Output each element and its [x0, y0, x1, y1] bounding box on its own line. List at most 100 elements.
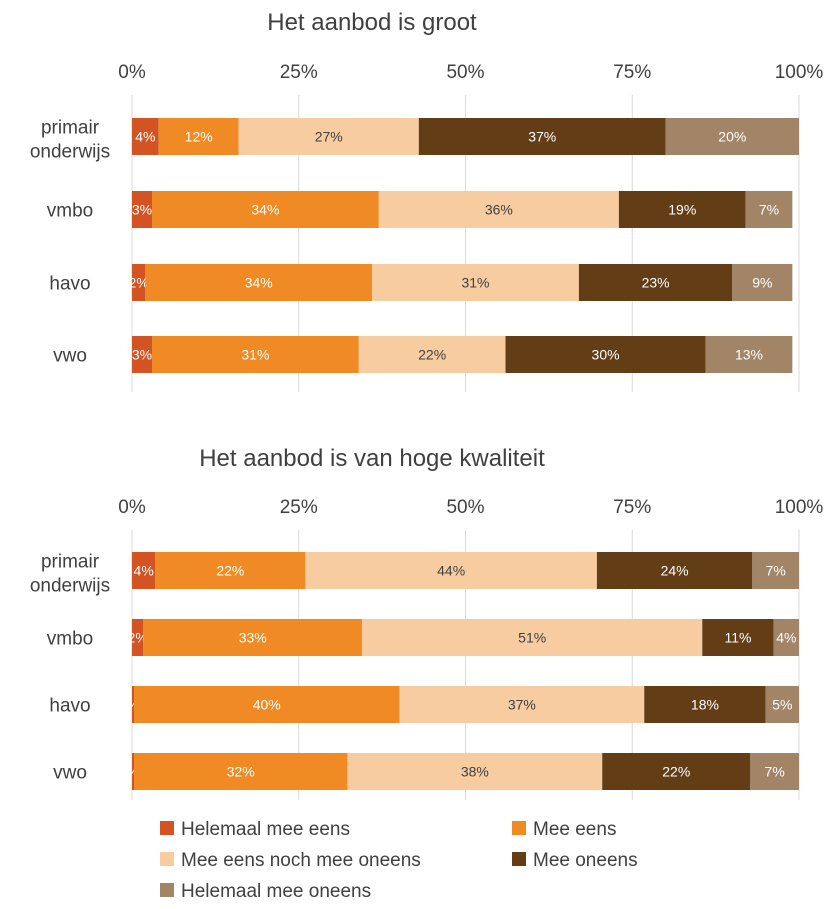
legend-label: Mee oneens: [533, 850, 638, 871]
chart-panel-aanbod-kwaliteit: Het aanbod is van hoge kwaliteit 0% 25% 50…: [30, 445, 824, 800]
bar-segment-mee-oneens: [702, 619, 774, 656]
data-label: 51%: [518, 630, 546, 646]
data-label: 13%: [735, 347, 763, 363]
data-label: 34%: [245, 275, 273, 291]
legend-swatch: [512, 821, 526, 835]
x-tick-label: 0%: [118, 497, 146, 518]
x-tick-label: 75%: [613, 62, 651, 83]
bar-segment-mee-eens-noch-mee-oneens: [358, 336, 506, 373]
x-tick-label: 25%: [280, 497, 318, 518]
legend-swatch: [160, 883, 174, 897]
legend-label: Helemaal mee oneens: [181, 881, 371, 902]
bar-segment-mee-eens-noch-mee-oneens: [378, 191, 619, 228]
category-label: havo: [49, 696, 90, 717]
legend-swatch: [160, 852, 174, 866]
bar-segment-helemaal-mee-eens: [132, 552, 156, 589]
data-label: 19%: [668, 202, 696, 218]
bar-segment-mee-eens: [134, 753, 348, 790]
data-label: 31%: [241, 347, 269, 363]
category-label: primair: [41, 118, 100, 139]
bar-segment-mee-eens-noch-mee-oneens: [362, 619, 703, 656]
bar-segment-mee-eens-noch-mee-oneens: [347, 753, 603, 790]
data-label: 4%: [134, 563, 154, 579]
legend-label: Mee eens noch mee oneens: [181, 850, 421, 871]
legend-swatch: [160, 821, 174, 835]
bar-segment-mee-eens-noch-mee-oneens: [238, 118, 419, 155]
data-label: 2%: [128, 630, 148, 646]
bar-segment-mee-eens-noch-mee-oneens: [399, 686, 645, 723]
x-tick-label: 75%: [613, 497, 651, 518]
data-label: 12%: [185, 129, 213, 145]
data-label: 34%: [251, 202, 279, 218]
data-label: 38%: [461, 764, 489, 780]
x-tick-label: 100%: [775, 62, 824, 83]
data-label: 22%: [662, 764, 690, 780]
data-label: 18%: [691, 697, 719, 713]
data-label: 24%: [661, 563, 689, 579]
data-label: 3%: [132, 202, 152, 218]
category-label: vwo: [53, 346, 87, 367]
data-label: 7%: [766, 563, 786, 579]
bar-segment-mee-oneens: [418, 118, 666, 155]
data-label: 33%: [239, 630, 267, 646]
bar-segment-helemaal-mee-eens: [132, 336, 153, 373]
bar-segment-helemaal-mee-oneens: [750, 753, 799, 790]
bar-segment-helemaal-mee-eens: [132, 753, 135, 790]
legend-label: Helemaal mee eens: [181, 819, 350, 840]
category-label: primair: [41, 552, 100, 573]
data-label: 44%: [437, 563, 465, 579]
category-label: vmbo: [47, 201, 93, 222]
bar-segment-mee-oneens: [618, 191, 746, 228]
data-label: 4%: [135, 129, 155, 145]
data-label: 37%: [508, 697, 536, 713]
data-label: 7%: [765, 764, 785, 780]
data-label: 22%: [216, 563, 244, 579]
bar-segment-helemaal-mee-eens: [132, 619, 144, 656]
data-label: 36%: [485, 202, 513, 218]
bar-segment-helemaal-mee-oneens: [773, 619, 799, 656]
bar-segment-mee-oneens: [596, 552, 753, 589]
chart-title: Het aanbod is groot: [267, 9, 477, 36]
legend-swatch: [512, 852, 526, 866]
bar-segment-mee-eens: [143, 619, 363, 656]
bar-segment-mee-eens-noch-mee-oneens: [372, 264, 579, 301]
data-label: 3%: [132, 347, 152, 363]
legend-label: Mee eens: [533, 819, 616, 840]
x-tick-label: 25%: [280, 62, 318, 83]
bar-segment-helemaal-mee-eens: [132, 264, 146, 301]
data-label: 40%: [253, 697, 281, 713]
x-tick-label: 50%: [446, 497, 484, 518]
bar-segment-helemaal-mee-eens: [132, 686, 135, 723]
data-label: 9%: [752, 275, 772, 291]
bar-segment-mee-eens: [155, 552, 306, 589]
data-label: 32%: [227, 764, 255, 780]
data-label: 11%: [724, 630, 751, 646]
bar-segment-helemaal-mee-oneens: [665, 118, 799, 155]
category-label: havo: [49, 274, 90, 295]
data-label: 30%: [592, 347, 620, 363]
bar-segment-helemaal-mee-oneens: [745, 191, 793, 228]
data-label: 20%: [718, 129, 746, 145]
x-tick-label: 50%: [446, 62, 484, 83]
data-label: 37%: [528, 129, 556, 145]
data-label: 22%: [418, 347, 446, 363]
bar-segment-mee-eens: [152, 336, 359, 373]
data-label: 27%: [315, 129, 343, 145]
bar-segment-mee-eens: [158, 118, 239, 155]
data-label: 4%: [776, 630, 796, 646]
chart-panel-aanbod-groot: Het aanbod is groot 0% 25% 50% 75% 100% prima…: [30, 9, 824, 392]
x-tick-label: 100%: [775, 497, 824, 518]
bar-segment-mee-oneens: [505, 336, 706, 373]
data-label: 31%: [461, 275, 489, 291]
chart-title: Het aanbod is van hoge kwaliteit: [199, 445, 545, 472]
bar-segment-mee-eens: [134, 686, 400, 723]
bar-segment-mee-oneens: [578, 264, 733, 301]
bar-segment-mee-oneens: [602, 753, 751, 790]
category-label: vwo: [53, 763, 87, 784]
bar-segment-mee-eens-noch-mee-oneens: [305, 552, 597, 589]
bar-segment-helemaal-mee-oneens: [752, 552, 799, 589]
x-tick-label: 0%: [118, 62, 146, 83]
data-label: 5%: [772, 697, 792, 713]
bar-segment-helemaal-mee-oneens: [765, 686, 799, 723]
